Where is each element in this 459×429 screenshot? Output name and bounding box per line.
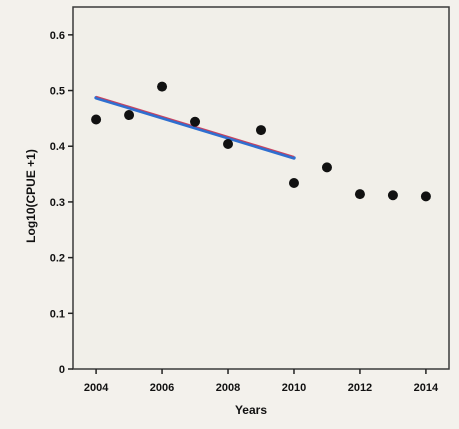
x-tick-label: 2012 (348, 382, 372, 394)
data-point (387, 190, 398, 201)
x-tick-label: 2006 (150, 382, 174, 394)
y-tick-label: 0.2 (50, 253, 65, 265)
data-point (288, 177, 299, 188)
y-tick-label: 0.3 (50, 197, 65, 209)
y-tick-label: 0.6 (50, 30, 65, 42)
data-point (223, 139, 234, 150)
data-point (420, 191, 431, 202)
data-point (190, 116, 201, 127)
data-point (321, 162, 332, 173)
y-tick-label: 0 (59, 364, 65, 376)
trend-line (94, 96, 296, 160)
data-point (91, 114, 102, 125)
x-axis-title: Years (235, 403, 267, 417)
y-axis-title: Log10(CPUE +1) (24, 149, 38, 243)
data-point (354, 189, 365, 200)
data-point (124, 110, 135, 121)
y-tick-label: 0.4 (50, 141, 66, 153)
data-point (256, 125, 266, 136)
y-tick-label: 0.1 (50, 308, 65, 320)
x-tick-label: 2010 (282, 382, 306, 394)
plot-area (72, 6, 450, 370)
data-point (157, 81, 168, 92)
x-tick-label: 2014 (414, 382, 439, 394)
x-tick-label: 2004 (84, 382, 109, 394)
y-tick-label: 0.5 (50, 86, 65, 98)
x-tick-label: 2008 (216, 382, 240, 394)
